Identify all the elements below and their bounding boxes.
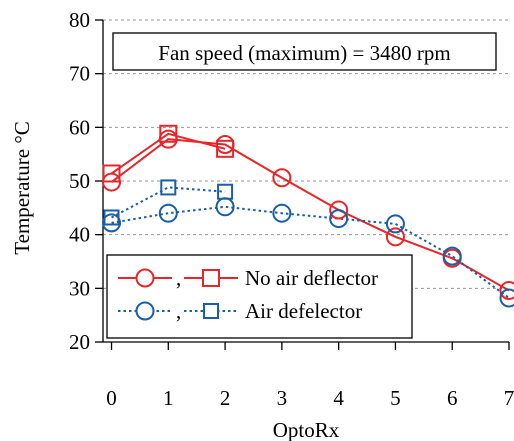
annotation-text: Fan speed (maximum) = 3480 rpm	[158, 41, 450, 65]
y-tick-label-20: 20	[69, 330, 90, 354]
point-deflector-circle-0	[102, 213, 122, 233]
x-tick-label-6: 6	[447, 386, 458, 410]
point-no-deflector-square-2	[216, 139, 235, 158]
legend-square-marker-red	[202, 269, 220, 287]
y-axis-label: Temperature °C	[10, 121, 34, 254]
point-no-deflector-circle-7	[499, 280, 514, 300]
point-deflector-circle-7	[499, 288, 514, 308]
x-tick-label-1: 1	[163, 386, 174, 410]
x-tick-label-7: 7	[504, 386, 514, 410]
x-tick-label-3: 3	[277, 386, 288, 410]
plot-series	[102, 124, 514, 308]
legend-label-no-air-deflector: No air deflector	[245, 266, 378, 290]
legend-label-air-deflector: Air defelector	[245, 299, 362, 323]
legend-circle-marker-red	[135, 268, 155, 288]
annotation-frame	[112, 32, 497, 71]
axes: 20 30 40 50 60 70 80 0 1 2 3 4 5 6 7	[69, 8, 514, 410]
legend-entry-air-deflector: , Air defelector	[118, 299, 362, 323]
legend-entry-no-air-deflector: , No air deflector	[118, 266, 378, 290]
point-deflector-circle-1	[158, 203, 178, 223]
point-deflector-circle-2	[215, 197, 235, 217]
y-tick-label-70: 70	[69, 62, 90, 86]
x-tick-label-5: 5	[390, 386, 401, 410]
x-tick-label-0: 0	[106, 386, 117, 410]
x-tick-label-2: 2	[220, 386, 231, 410]
legend: , No air deflector , Air defelector	[106, 254, 413, 339]
grid-lines	[103, 19, 509, 289]
annotation-box: Fan speed (maximum) = 3480 rpm	[112, 32, 497, 71]
legend-separator-blue: ,	[176, 299, 181, 323]
series-line-deflector-square	[111, 186, 226, 219]
point-no-deflector-circle-4	[329, 200, 349, 220]
point-no-deflector-square-1	[159, 124, 178, 143]
point-deflector-circle-6	[442, 246, 462, 266]
legend-separator-red: ,	[176, 266, 181, 290]
y-tick-label-50: 50	[69, 169, 90, 193]
x-tick-label-4: 4	[333, 386, 344, 410]
point-deflector-circle-3	[272, 203, 292, 223]
point-deflector-circle-5	[385, 214, 405, 234]
y-tick-label-80: 80	[69, 8, 90, 32]
legend-frame	[106, 254, 413, 339]
point-deflector-circle-4	[329, 209, 349, 229]
series-line-deflector-circle	[111, 205, 510, 299]
legend-square-marker-blue	[203, 303, 219, 319]
y-tick-label-30: 30	[69, 276, 90, 300]
point-no-deflector-circle-3	[272, 168, 292, 188]
legend-circle-marker-blue	[135, 301, 155, 321]
y-tick-label-40: 40	[69, 223, 90, 247]
point-deflector-square-2	[217, 183, 234, 200]
point-deflector-square-0	[103, 209, 120, 226]
point-deflector-square-1	[160, 179, 177, 196]
series-line-no-deflector-circle	[110, 138, 510, 292]
series-line-no-deflector-square	[110, 132, 226, 175]
y-tick-label-60: 60	[69, 115, 90, 139]
point-no-deflector-circle-5	[385, 227, 405, 247]
x-axis-label: OptoRx	[273, 418, 340, 441]
point-no-deflector-square-0	[102, 164, 121, 183]
